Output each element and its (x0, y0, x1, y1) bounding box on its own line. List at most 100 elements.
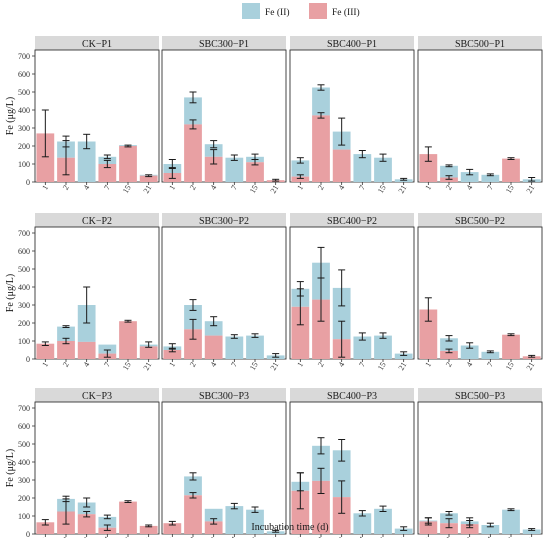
x-tick-label: 2 (61, 361, 71, 369)
bar-fe3 (36, 522, 55, 534)
bar-fe2 (204, 321, 223, 336)
panel-strip (418, 213, 542, 227)
x-tick-label: 15 (504, 536, 516, 538)
bar-fe3 (440, 523, 458, 534)
panel-8: SBC500−P2 1 2 4 7 15 21 (417, 213, 543, 372)
x-tick-label: 2 (444, 361, 454, 369)
y-axis-label: Fe (μg/L) (5, 274, 16, 312)
x-tick-label: 2 (316, 184, 326, 192)
panel-frame (161, 49, 287, 183)
bar-fe2 (57, 326, 75, 341)
bar-fe3 (119, 501, 137, 534)
panel-title: SBC500−P2 (455, 216, 505, 227)
panel-frame (289, 49, 415, 183)
panel-11: SBC400−P312471521 (289, 388, 415, 538)
panel-title: SBC400−P1 (327, 39, 377, 50)
bar-fe2 (98, 344, 117, 354)
bar-fe3 (204, 521, 223, 534)
panel-frame (34, 401, 160, 535)
bar-fe2 (225, 336, 244, 359)
x-tick-label: 21 (397, 184, 409, 195)
bar-fe2 (353, 513, 372, 534)
x-tick-label: 1 (167, 184, 177, 192)
bar-fe2 (246, 509, 264, 534)
panel-strip (418, 388, 542, 402)
x-tick-label: 4 (337, 361, 347, 369)
x-tick-label: 2 (188, 361, 198, 369)
bar-fe2 (460, 345, 479, 359)
x-tick-label: 21 (525, 536, 537, 538)
x-tick-label: 21 (397, 361, 409, 372)
x-tick-label: 15 (504, 184, 516, 195)
panel-title: SBC300−P2 (199, 216, 249, 227)
x-tick-label: 15 (121, 184, 133, 195)
y-tick-label: 300 (18, 124, 30, 133)
panel-strip (290, 36, 414, 50)
panel-6: SBC300−P2 1 2 4 7 15 21 (161, 213, 287, 372)
bar-fe3 (460, 524, 479, 534)
bar-fe2 (394, 353, 413, 359)
y-tick-label: 100 (18, 512, 30, 521)
x-tick-label: 7 (229, 184, 239, 192)
panel-9: CK−P3010020030040050060070012471521 (18, 388, 160, 538)
y-axis-label: Fe (μg/L) (5, 97, 16, 135)
panel-2: SBC300−P1 1 2 4 7 15 21 (161, 36, 287, 195)
legend-swatch-fe3 (309, 3, 327, 19)
bar-fe2 (522, 529, 541, 534)
bar-fe3 (139, 175, 158, 182)
bar-fe2 (225, 157, 244, 182)
y-tick-label: 600 (18, 70, 30, 79)
panel-frame (34, 226, 160, 360)
bar-fe3 (291, 306, 310, 359)
x-tick-label: 15 (376, 184, 388, 195)
x-tick-label: 1 (423, 361, 433, 369)
bar-fe3 (312, 115, 330, 182)
y-tick-label: 700 (18, 404, 30, 413)
x-tick-label: 7 (357, 361, 367, 369)
y-tick-label: 400 (18, 458, 30, 467)
panel-4: SBC500−P1 1 2 4 7 15 21 (417, 36, 543, 195)
panel-frame (417, 226, 543, 360)
panel-frame (34, 49, 160, 183)
bar-fe2 (77, 502, 96, 515)
bar-fe2 (225, 506, 244, 534)
panel-title: SBC400−P2 (327, 216, 377, 227)
bar-fe3 (184, 329, 202, 359)
x-tick-label: 15 (504, 361, 516, 372)
bar-fe2 (246, 335, 264, 359)
legend-swatch-fe2 (242, 3, 260, 19)
bar-fe2 (374, 335, 392, 359)
panel-strip (35, 388, 159, 402)
x-tick-label: 4 (465, 361, 475, 369)
x-tick-label: 7 (485, 184, 495, 192)
bar-fe3 (204, 156, 223, 182)
panel-5: CK−P2 0 100 200 300 400 500 600 700 1 2 4 7 15 21 (18, 213, 160, 372)
bar-fe3 (332, 497, 351, 534)
bar-fe3 (98, 164, 117, 182)
x-tick-label: 21 (142, 536, 154, 538)
y-tick-label: 700 (18, 229, 30, 238)
panel-title: CK−P3 (82, 391, 112, 402)
y-tick-label: 0 (26, 178, 30, 187)
bar-fe3 (502, 158, 520, 182)
x-tick-label: 15 (121, 536, 133, 538)
x-tick-label: 21 (269, 536, 281, 538)
x-tick-label: 1 (295, 184, 305, 192)
x-tick-label: 7 (485, 361, 495, 369)
panel-strip (162, 36, 286, 50)
bar-fe3 (332, 149, 351, 182)
y-tick-label: 600 (18, 247, 30, 256)
bar-fe3 (119, 146, 137, 182)
bar-fe3 (419, 154, 438, 182)
panel-10: SBC300−P312471521 (161, 388, 287, 538)
bar-fe2 (204, 508, 223, 522)
bar-fe3 (36, 343, 55, 359)
bar-fe2 (77, 141, 96, 182)
panel-12: SBC500−P312471521 (417, 388, 543, 538)
x-tick-label: 7 (229, 361, 239, 369)
x-tick-label: 21 (525, 184, 537, 195)
bar-fe3 (184, 495, 202, 534)
y-tick-label: 100 (18, 337, 30, 346)
